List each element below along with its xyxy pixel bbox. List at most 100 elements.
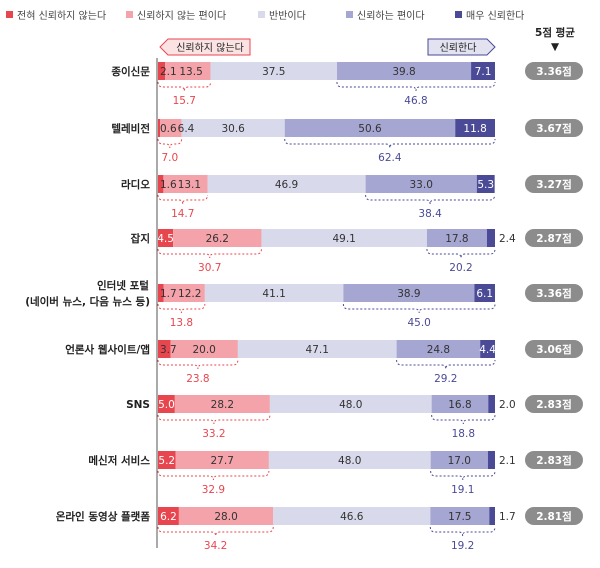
bar-segment-2 bbox=[170, 340, 238, 358]
avg-score-label: 3.36점 bbox=[536, 288, 572, 300]
bar-segment-4 bbox=[343, 284, 475, 302]
distrust-sum-label: 23.8 bbox=[186, 373, 209, 385]
distrust-brace bbox=[157, 138, 183, 149]
bar-segment-1 bbox=[158, 395, 175, 413]
avg-score-label: 2.83점 bbox=[536, 399, 572, 411]
bar-segment-1 bbox=[158, 451, 176, 469]
avg-score-label: 3.36점 bbox=[536, 66, 572, 78]
bar-segment-5 bbox=[486, 229, 495, 247]
distrust-brace bbox=[157, 359, 239, 370]
legend-swatch bbox=[126, 11, 133, 18]
avg-score-label: 3.67점 bbox=[536, 123, 572, 135]
segment-value-label: 33.0 bbox=[410, 179, 433, 191]
segment-value-label: 24.8 bbox=[427, 344, 450, 356]
avg-badge bbox=[525, 340, 583, 358]
segment-value-label: 12.2 bbox=[178, 288, 201, 300]
trust-sum-label: 19.1 bbox=[451, 484, 474, 496]
segment-value-label: 2.4 bbox=[499, 233, 516, 245]
segment-value-label: 20.0 bbox=[192, 344, 215, 356]
avg-score-label: 2.81점 bbox=[536, 511, 572, 523]
trust-brace bbox=[430, 470, 496, 481]
bar-segment-5 bbox=[476, 175, 495, 193]
avg-badge bbox=[525, 395, 583, 413]
bar-segment-2 bbox=[163, 284, 205, 302]
segment-value-label: 11.8 bbox=[463, 123, 486, 135]
segment-value-label: 48.0 bbox=[338, 455, 361, 467]
bar-segment-5 bbox=[455, 119, 495, 137]
trust-brace bbox=[342, 303, 496, 314]
bar-segment-3 bbox=[269, 395, 432, 413]
segment-value-label: 1.7 bbox=[499, 511, 516, 523]
distrust-arrow bbox=[159, 38, 251, 56]
avg-badge bbox=[525, 507, 583, 525]
segment-value-label: 16.8 bbox=[448, 399, 471, 411]
segment-value-label: 46.9 bbox=[275, 179, 298, 191]
trust-brace bbox=[426, 248, 496, 259]
segment-value-label: 6.4 bbox=[178, 123, 195, 135]
avg-score-label: 2.87점 bbox=[536, 233, 572, 245]
distrust-sum-label: 33.2 bbox=[202, 428, 225, 440]
avg-score-label: 3.27점 bbox=[536, 179, 572, 191]
distrust-brace bbox=[157, 81, 212, 92]
category-label: 잡지 bbox=[131, 232, 150, 245]
avg-badge bbox=[525, 451, 583, 469]
segment-value-label: 17.5 bbox=[448, 511, 471, 523]
bar-segment-1 bbox=[158, 340, 171, 358]
segment-value-label: 4.4 bbox=[479, 344, 496, 356]
bar-segment-2 bbox=[163, 175, 208, 193]
trust-arrow-label: 신뢰한다 bbox=[440, 42, 477, 54]
bar-segment-4 bbox=[284, 119, 456, 137]
legend-label: 전혀 신뢰하지 않는다 bbox=[17, 9, 106, 22]
avg-marker: ▼ bbox=[551, 41, 560, 53]
segment-value-label: 17.0 bbox=[448, 455, 471, 467]
bar-segment-4 bbox=[336, 62, 472, 80]
bar-segment-4 bbox=[396, 340, 481, 358]
segment-value-label: 30.6 bbox=[221, 123, 245, 135]
legend-label: 신뢰하지 않는 편이다 bbox=[137, 9, 226, 22]
segment-value-label: 28.0 bbox=[214, 511, 237, 523]
bar-segment-2 bbox=[174, 395, 270, 413]
distrust-sum-label: 15.7 bbox=[173, 95, 196, 107]
segment-value-label: 48.0 bbox=[339, 399, 362, 411]
trust-brace bbox=[284, 138, 496, 149]
segment-value-label: 1.7 bbox=[160, 288, 177, 300]
distrust-brace bbox=[157, 248, 262, 259]
bar-segment-3 bbox=[207, 175, 366, 193]
category-label: 종이신문 bbox=[111, 65, 150, 78]
legend-swatch bbox=[346, 11, 353, 18]
trust-sum-label: 19.2 bbox=[451, 540, 474, 552]
bar-segment-3 bbox=[237, 340, 397, 358]
trust-brace bbox=[396, 359, 496, 370]
segment-value-label: 27.7 bbox=[211, 455, 234, 467]
distrust-sum-label: 14.7 bbox=[171, 208, 194, 220]
trust-sum-label: 38.4 bbox=[418, 208, 442, 220]
trust-brace bbox=[365, 194, 496, 205]
trust-brace bbox=[429, 526, 496, 537]
category-label: SNS bbox=[126, 399, 150, 411]
segment-value-label: 5.3 bbox=[477, 179, 494, 191]
bar-segment-5 bbox=[474, 284, 495, 302]
segment-value-label: 49.1 bbox=[332, 233, 355, 245]
bar-segment-1 bbox=[158, 229, 174, 247]
segment-value-label: 2.1 bbox=[499, 455, 516, 467]
bar-segment-3 bbox=[204, 284, 344, 302]
bar-segment-5 bbox=[480, 340, 495, 358]
segment-value-label: 4.5 bbox=[157, 233, 174, 245]
distrust-sum-label: 32.9 bbox=[202, 484, 225, 496]
category-label: 인터넷 포털 bbox=[97, 279, 149, 292]
distrust-arrow-label: 신뢰하지 않는다 bbox=[176, 41, 244, 54]
avg-badge bbox=[525, 284, 583, 302]
category-label: 라디오 bbox=[121, 178, 150, 191]
bar-segment-4 bbox=[431, 395, 489, 413]
bar-segment-3 bbox=[261, 229, 427, 247]
trust-sum-label: 62.4 bbox=[378, 152, 402, 164]
segment-value-label: 26.2 bbox=[206, 233, 229, 245]
category-label: 언론사 웹사이트/앱 bbox=[65, 343, 150, 356]
trust-brace bbox=[336, 81, 496, 92]
segment-value-label: 7.1 bbox=[475, 66, 492, 78]
distrust-brace bbox=[157, 414, 271, 425]
category-sublabel: (네이버 뉴스, 다음 뉴스 등) bbox=[25, 295, 150, 308]
segment-value-label: 28.2 bbox=[211, 399, 234, 411]
segment-value-label: 13.1 bbox=[178, 179, 201, 191]
avg-score-label: 3.06점 bbox=[536, 344, 572, 356]
